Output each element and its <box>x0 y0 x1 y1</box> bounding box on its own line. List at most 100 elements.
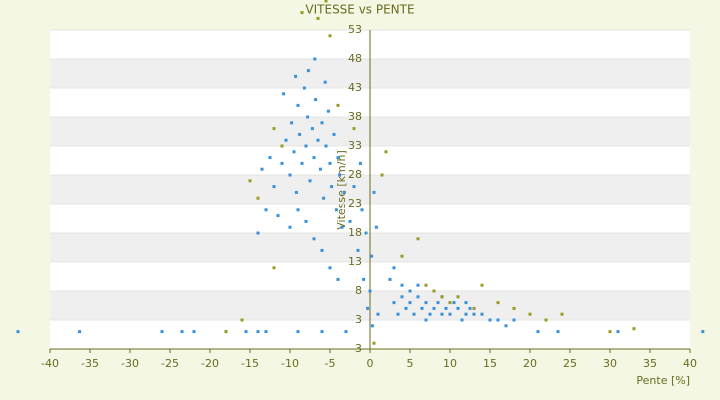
y-tick-label: 18 <box>348 226 362 239</box>
x-tick-label: -20 <box>201 357 219 370</box>
point <box>352 185 356 189</box>
point <box>632 327 636 331</box>
x-tick-label: 40 <box>683 357 697 370</box>
point <box>316 138 320 142</box>
point <box>400 283 404 287</box>
point <box>392 301 396 305</box>
point <box>320 121 324 125</box>
point <box>318 167 322 171</box>
point <box>310 127 314 131</box>
point <box>504 324 508 328</box>
point <box>248 179 252 183</box>
point <box>268 156 272 160</box>
point <box>374 225 378 229</box>
y-tick-label: 3 <box>355 313 362 326</box>
point <box>440 312 444 316</box>
point <box>320 248 324 252</box>
x-tick-label: 10 <box>443 357 457 370</box>
point <box>328 266 332 270</box>
point <box>416 237 420 241</box>
point <box>424 301 428 305</box>
y-tick-label: 43 <box>348 81 362 94</box>
point <box>328 161 332 165</box>
point <box>78 330 82 334</box>
point <box>272 185 276 189</box>
point <box>300 161 304 165</box>
y-tick-label: 13 <box>348 255 362 268</box>
point <box>452 301 456 305</box>
point <box>313 57 317 61</box>
point <box>292 150 296 154</box>
point <box>16 330 20 334</box>
point <box>304 219 308 223</box>
point <box>312 237 316 241</box>
point <box>288 173 292 177</box>
point <box>224 330 228 334</box>
x-tick-label: 15 <box>483 357 497 370</box>
point <box>160 330 164 334</box>
x-tick-label: -25 <box>161 357 179 370</box>
point <box>370 324 374 328</box>
x-tick-label: -15 <box>241 357 259 370</box>
point <box>256 231 260 235</box>
point <box>376 312 380 316</box>
x-tick-label: -30 <box>121 357 139 370</box>
point <box>272 266 276 270</box>
point <box>464 301 468 305</box>
x-tick-label: 5 <box>407 357 414 370</box>
point <box>336 103 340 107</box>
x-tick-label: -40 <box>41 357 59 370</box>
x-tick-label: -5 <box>325 357 336 370</box>
point <box>400 254 404 258</box>
point <box>256 196 260 200</box>
chart-title: VITESSE vs PENTE <box>305 3 414 17</box>
point <box>334 208 338 212</box>
point <box>240 318 244 322</box>
point <box>536 330 540 334</box>
point <box>296 103 300 107</box>
point <box>396 312 400 316</box>
point <box>556 330 560 334</box>
point <box>424 283 428 287</box>
point <box>308 179 312 183</box>
y-tick-label: 48 <box>348 52 362 65</box>
point <box>608 330 612 334</box>
point <box>340 225 344 229</box>
point <box>336 277 340 281</box>
point <box>344 330 348 334</box>
point <box>338 173 342 177</box>
point <box>512 306 516 310</box>
point <box>372 341 376 345</box>
point <box>408 301 412 305</box>
y-tick-label: 33 <box>348 139 362 152</box>
point <box>264 208 268 212</box>
point <box>342 190 346 194</box>
point <box>348 219 352 223</box>
y-tick-label: 28 <box>348 168 362 181</box>
point <box>324 0 328 3</box>
point <box>408 289 412 293</box>
point <box>296 208 300 212</box>
point <box>306 69 310 73</box>
point <box>512 318 516 322</box>
point <box>290 121 294 125</box>
point <box>264 330 268 334</box>
point <box>332 132 336 136</box>
point <box>432 306 436 310</box>
point <box>616 330 620 334</box>
point <box>316 16 320 20</box>
point <box>420 306 424 310</box>
point <box>314 98 318 102</box>
point <box>448 301 452 305</box>
point <box>364 231 368 235</box>
point <box>304 144 308 148</box>
point <box>480 283 484 287</box>
x-tick-label: -35 <box>81 357 99 370</box>
point <box>306 115 310 119</box>
point <box>472 306 476 310</box>
point <box>244 330 248 334</box>
point <box>192 330 196 334</box>
point <box>424 318 428 322</box>
point <box>356 248 360 252</box>
y-tick-label: 38 <box>348 110 362 123</box>
